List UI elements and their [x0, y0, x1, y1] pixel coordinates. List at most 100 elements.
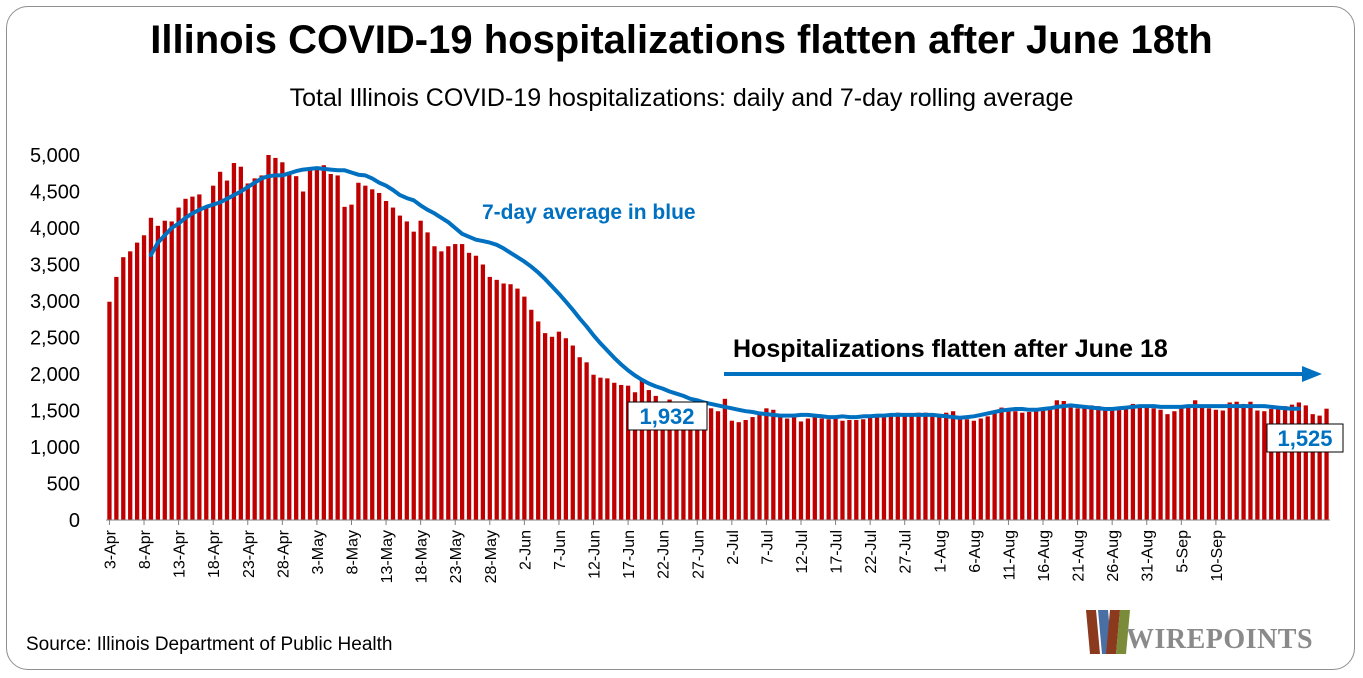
bar	[695, 408, 700, 520]
bar	[1206, 408, 1212, 520]
bar	[1220, 410, 1225, 520]
bar	[128, 251, 133, 521]
bar	[1324, 408, 1329, 520]
bar	[245, 183, 250, 520]
bar	[1289, 404, 1295, 520]
bar	[459, 244, 465, 520]
x-tick-label: 31-Aug	[1140, 530, 1157, 582]
bar	[377, 192, 382, 520]
bar	[197, 194, 202, 521]
flatten-arrow-head	[1302, 366, 1322, 382]
bar	[1213, 409, 1219, 520]
bar	[1040, 408, 1046, 520]
bar	[556, 331, 562, 520]
bar	[639, 379, 645, 520]
bar	[895, 412, 900, 520]
x-tick-label: 27-Jul	[898, 530, 915, 574]
bar	[1013, 411, 1018, 520]
bar	[515, 288, 520, 520]
bar	[861, 419, 866, 520]
bar	[349, 204, 354, 520]
bar	[805, 418, 811, 520]
bar	[1103, 407, 1108, 520]
bar	[1110, 408, 1115, 520]
bar	[785, 418, 790, 520]
bar	[1075, 408, 1080, 520]
bar	[874, 417, 880, 520]
bar	[867, 416, 873, 520]
bar	[771, 409, 776, 520]
bar	[1234, 401, 1239, 520]
x-tick-label: 11-Aug	[1001, 530, 1018, 580]
bar	[1172, 411, 1177, 520]
bar	[1158, 409, 1163, 520]
bar	[1116, 409, 1122, 520]
x-axis: 3-Apr 8-Apr 13-Apr 18-Apr 23-Apr 28-Apr 3-May 8…	[103, 519, 1330, 583]
bar	[259, 175, 264, 520]
bar	[750, 417, 755, 520]
bar	[999, 407, 1004, 520]
callout-1525: 1,525	[1277, 426, 1332, 451]
bar	[383, 200, 389, 521]
bar	[1082, 406, 1087, 520]
bar	[1255, 410, 1260, 520]
bar	[619, 384, 624, 520]
bar	[155, 225, 161, 520]
bar	[674, 407, 679, 520]
bar	[176, 207, 181, 520]
x-tick-label: 8-May	[345, 530, 362, 574]
bar	[812, 416, 817, 520]
bar	[577, 357, 582, 520]
x-tick-label: 22-Jun	[656, 530, 673, 579]
bar	[1186, 406, 1191, 520]
bar	[681, 411, 686, 520]
bar	[1033, 410, 1039, 520]
y-tick-label: 3,500	[30, 255, 80, 277]
bar	[1241, 403, 1246, 520]
y-tick-label: 4,500	[30, 182, 80, 204]
bar	[204, 206, 209, 520]
y-tick-label: 1,000	[30, 437, 80, 459]
bar	[1317, 415, 1322, 520]
annotations: 7-day average in blue Hospitalizations fl…	[482, 201, 1344, 453]
bar	[736, 422, 741, 520]
bar	[224, 180, 230, 521]
callout-box-1525	[1266, 423, 1344, 453]
bar	[702, 407, 707, 520]
chart-subtitle: Total Illinois COVID-19 hospitalizations…	[289, 84, 1074, 112]
bar	[390, 207, 396, 520]
bar	[294, 176, 299, 521]
bar	[404, 221, 409, 520]
x-tick-label: 13-Apr	[172, 529, 189, 578]
callout-box-1932	[627, 401, 708, 431]
x-tick-label: 5-Sep	[1174, 530, 1191, 573]
bar	[978, 418, 983, 520]
bar	[1137, 406, 1142, 520]
x-tick-label: 22-Jul	[863, 530, 880, 574]
avg-line-series	[148, 166, 1301, 420]
bar	[238, 166, 243, 520]
bar	[1089, 405, 1094, 520]
bar	[888, 414, 894, 520]
bar	[944, 412, 949, 520]
x-tick-label: 18-Apr	[206, 529, 223, 578]
bar	[605, 378, 610, 520]
bar	[1179, 407, 1184, 520]
x-tick-label: 7-Jun	[552, 530, 569, 570]
bar	[473, 255, 479, 521]
bar	[729, 420, 734, 520]
bar	[370, 189, 375, 520]
bar	[584, 362, 589, 520]
x-tick-label: 16-Aug	[1036, 530, 1053, 582]
x-tick-label: 10-Sep	[1209, 530, 1226, 582]
bar	[1144, 406, 1149, 520]
bar	[950, 411, 956, 520]
bar	[480, 264, 486, 520]
bar	[328, 173, 333, 521]
bar	[252, 178, 257, 521]
wirepoints-logo-icon	[1086, 610, 1130, 654]
source-note: Source: Illinois Department of Public He…	[26, 634, 393, 655]
bar	[660, 401, 665, 520]
bar	[937, 417, 942, 520]
x-tick-label: 12-Jun	[587, 530, 604, 579]
